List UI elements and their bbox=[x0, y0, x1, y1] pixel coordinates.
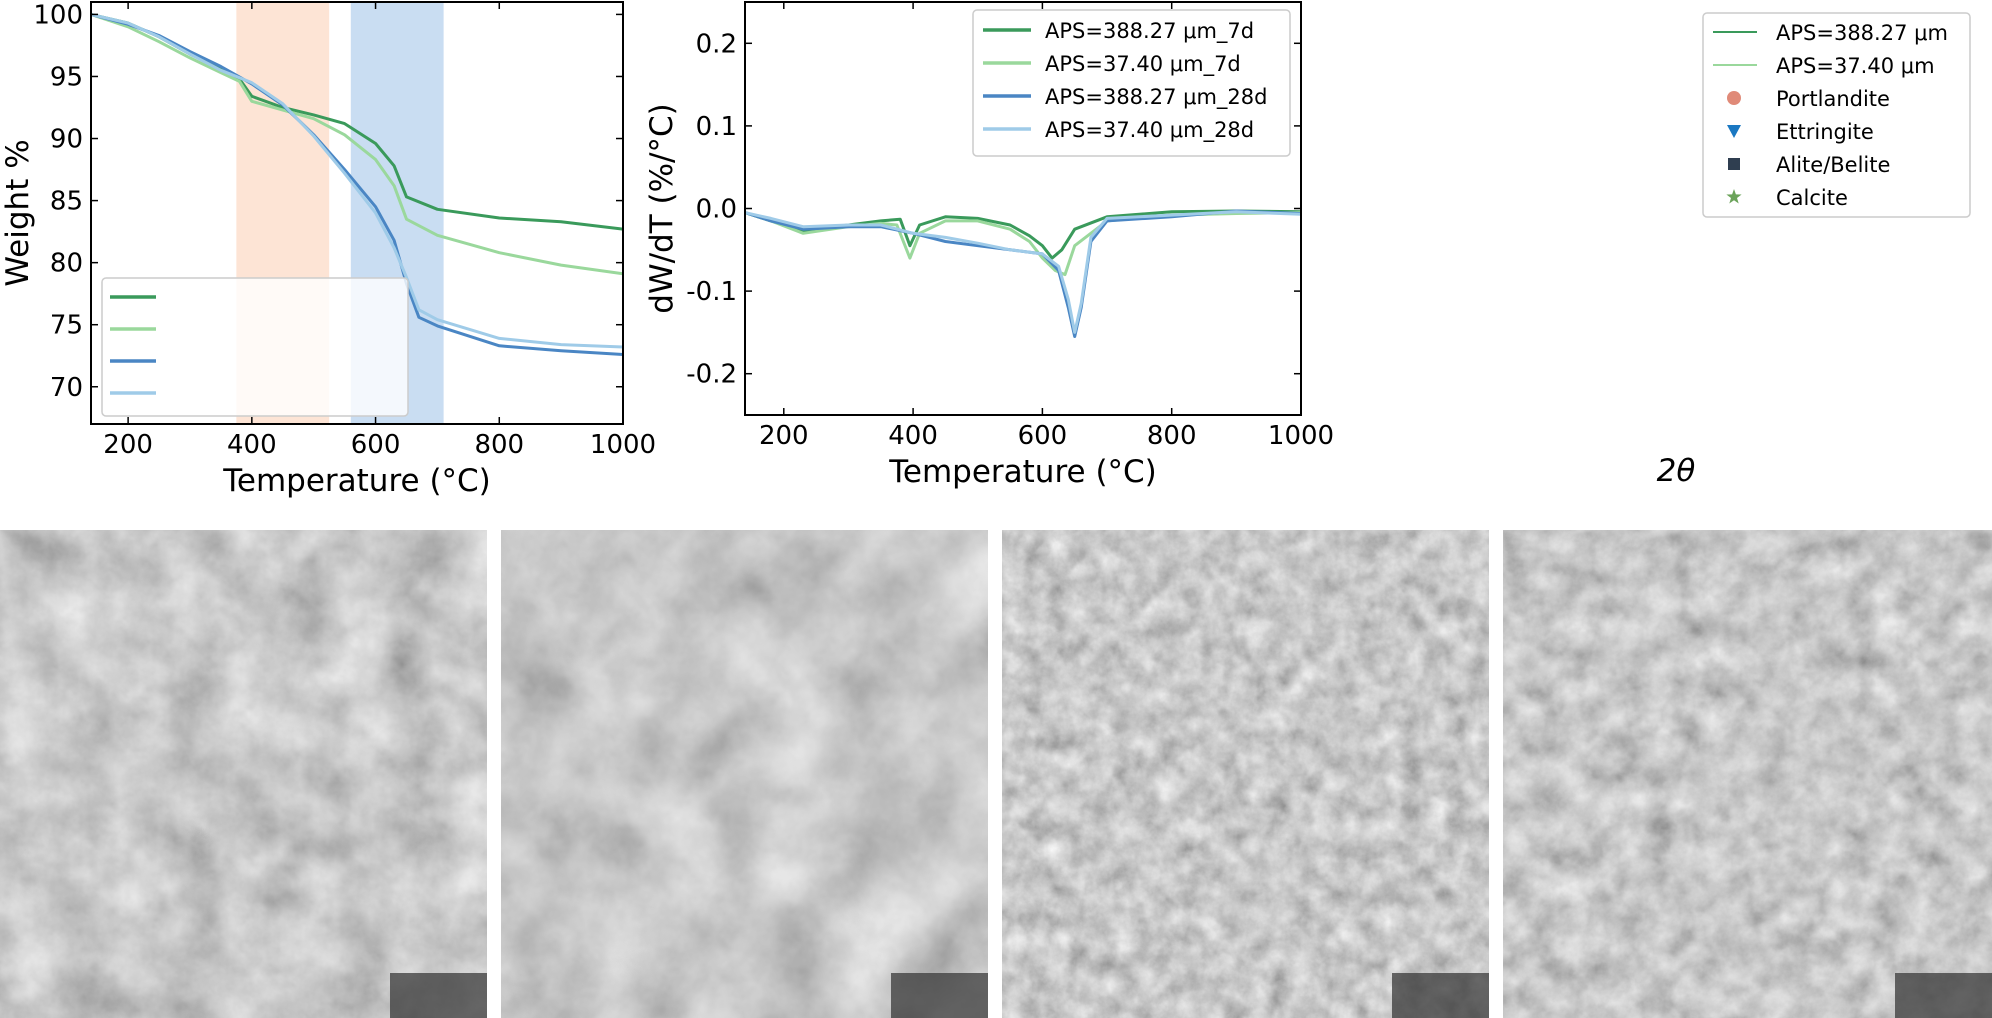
y-tick-label-3: 0.1 bbox=[696, 112, 737, 142]
sem-micrograph-icon bbox=[0, 530, 487, 1018]
scale-bar-box bbox=[390, 973, 487, 1018]
legend-label-4: Alite/Belite bbox=[1776, 153, 1890, 177]
scale-bar-box bbox=[1392, 973, 1489, 1018]
y-tick-label-6: 100 bbox=[33, 0, 83, 30]
x-axis-label: Temperature (°C) bbox=[888, 454, 1157, 490]
series-line-1 bbox=[91, 12, 623, 276]
series-line-3 bbox=[91, 12, 623, 349]
sem-image-3 bbox=[1002, 530, 1489, 1018]
legend-marker-5 bbox=[1726, 189, 1742, 204]
x-tick-label-4: 1000 bbox=[590, 430, 656, 460]
x-tick-label-0: 200 bbox=[103, 430, 153, 460]
x-tick-label-2: 600 bbox=[351, 430, 401, 460]
y-tick-label-0: 70 bbox=[50, 373, 83, 403]
legend-label-2: Portlandite bbox=[1776, 87, 1890, 111]
legend: APS=388.27 μm APS=37.40 μm Portlandite Ettr… bbox=[1702, 12, 1971, 218]
y-tick-label-1: -0.1 bbox=[686, 277, 737, 307]
sem-texture bbox=[501, 530, 988, 1018]
legend-marker-4 bbox=[1728, 158, 1740, 170]
plot-area bbox=[91, 12, 623, 356]
legend-box bbox=[1702, 12, 1971, 218]
legend bbox=[101, 277, 409, 417]
y-tick-label-4: 90 bbox=[50, 125, 83, 155]
sem-texture bbox=[1002, 530, 1489, 1018]
legend-label-0: APS=388.27 μm_7d bbox=[1045, 19, 1254, 44]
x-tick-label-3: 800 bbox=[1147, 421, 1197, 451]
legend-label-1: APS=37.40 μm bbox=[1776, 54, 1935, 78]
dtg-chart: 200 400 600 800 1000 -0.2 -0.1 0.0 0.1 0.2 Tempera… bbox=[644, 1, 1334, 490]
legend-box bbox=[972, 9, 1291, 157]
sem-image-2 bbox=[501, 530, 988, 1018]
sem-image-4 bbox=[1503, 530, 1992, 1018]
x-tick-label-1: 400 bbox=[888, 421, 938, 451]
y-tick-label-5: 95 bbox=[50, 62, 83, 92]
sem-texture bbox=[1503, 530, 1992, 1018]
legend-marker-3 bbox=[1727, 125, 1741, 138]
plot-area bbox=[745, 209, 1301, 338]
y-tick-label-4: 0.2 bbox=[696, 29, 737, 59]
scale-bar-box bbox=[891, 973, 988, 1018]
sem-micrograph-icon bbox=[501, 530, 988, 1018]
x-tick-label-1: 400 bbox=[227, 430, 277, 460]
legend-label-0: APS=388.27 μm bbox=[1776, 21, 1948, 45]
y-axis-label: Weight % bbox=[0, 139, 36, 286]
xrd-chart: 2θ APS=388.27 μm APS=37.40 μm Portlandite Et… bbox=[1657, 12, 1971, 489]
series-line-2 bbox=[91, 12, 623, 356]
scale-bar-box bbox=[1895, 973, 1992, 1018]
legend-label-3: APS=37.40 μm_28d bbox=[1045, 118, 1254, 143]
sem-image-1 bbox=[0, 530, 487, 1018]
y-tick-label-3: 85 bbox=[50, 187, 83, 217]
y-tick-label-2: 0.0 bbox=[696, 195, 737, 225]
plot-frame bbox=[90, 1, 624, 425]
y-tick-label-0: -0.2 bbox=[686, 360, 737, 390]
x-tick-label-3: 800 bbox=[474, 430, 524, 460]
tga-chart: 200 400 600 800 1000 70 75 80 85 90 95 100 Temperatu… bbox=[0, 0, 656, 499]
series-line-3 bbox=[745, 210, 1301, 334]
legend: APS=388.27 μm_7d APS=37.40 μm_7d APS=388.2… bbox=[972, 9, 1291, 157]
legend-label-1: APS=37.40 μm_7d bbox=[1045, 52, 1241, 77]
legend-label-5: Calcite bbox=[1776, 186, 1848, 210]
x-tick-label-4: 1000 bbox=[1268, 421, 1334, 451]
y-tick-label-2: 80 bbox=[50, 249, 83, 279]
y-tick-label-1: 75 bbox=[50, 311, 83, 341]
x-axis-label: 2θ bbox=[1657, 453, 1696, 489]
x-axis-label: Temperature (°C) bbox=[222, 463, 491, 499]
x-tick-label-0: 200 bbox=[759, 421, 809, 451]
y-axis-label: dW/dT (%/°C) bbox=[644, 103, 680, 313]
sem-micrograph-icon bbox=[1503, 530, 1992, 1018]
legend-box bbox=[101, 277, 409, 417]
x-tick-label-2: 600 bbox=[1018, 421, 1068, 451]
series-line-1 bbox=[745, 211, 1301, 277]
legend-marker-2 bbox=[1727, 91, 1741, 105]
legend-label-3: Ettringite bbox=[1776, 120, 1874, 144]
legend-label-2: APS=388.27 μm_28d bbox=[1045, 85, 1267, 110]
sem-micrograph-icon bbox=[1002, 530, 1489, 1018]
sem-texture bbox=[0, 530, 487, 1018]
